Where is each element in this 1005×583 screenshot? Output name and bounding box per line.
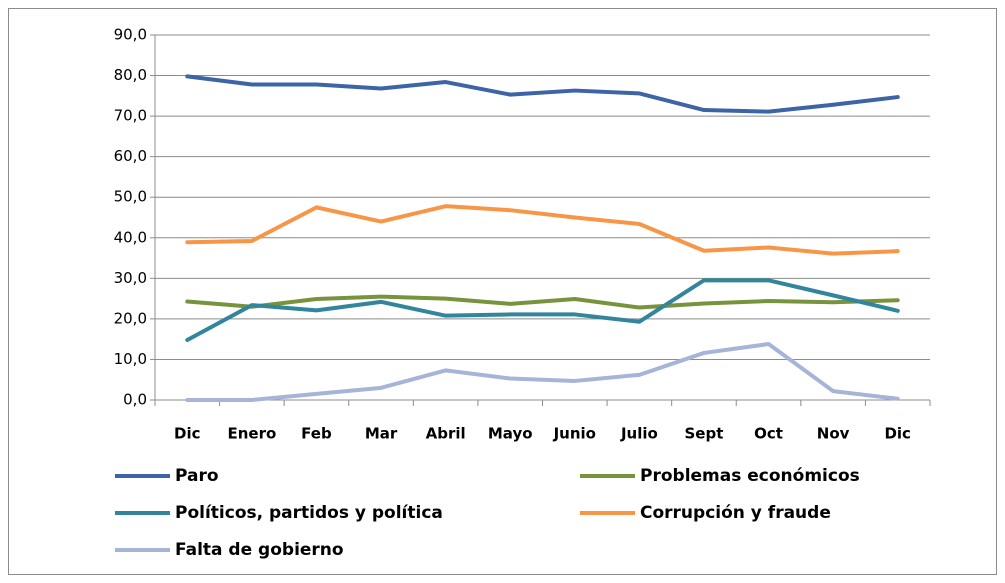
y-tick-label: 50,0 [114,188,147,206]
y-tick-label: 40,0 [114,228,147,246]
y-tick-label: 60,0 [114,147,147,165]
legend-label: Problemas económicos [640,466,860,486]
y-tick-label: 0,0 [123,391,147,409]
legend-label: Políticos, partidos y política [175,503,443,523]
x-tick-label: Mar [365,425,398,443]
line-series [185,278,900,342]
y-tick-label: 80,0 [114,66,147,84]
line-series [185,74,900,114]
x-tick-label: Enero [227,425,276,443]
x-tick-label: Julio [620,425,658,443]
legend-label: Falta de gobierno [175,540,344,560]
x-tick-label: Mayo [488,425,533,443]
chart-frame [8,8,997,575]
x-tick-label: Sept [685,425,724,443]
line-series [185,294,900,310]
x-tick-label: Oct [754,425,783,443]
x-tick-label: Feb [301,425,332,443]
x-tick-label: Abril [426,425,466,443]
x-tick-label: Nov [817,425,850,443]
y-tick-label: 90,0 [114,26,147,44]
y-tick-label: 10,0 [114,350,147,368]
line-series [185,204,900,256]
line-series [185,342,900,402]
y-tick-label: 20,0 [114,309,147,327]
x-tick-label: Dic [884,425,910,443]
legend-label: Corrupción y fraude [640,503,831,523]
legend-label: Paro [175,466,219,486]
x-tick-label: Dic [174,425,200,443]
x-tick-label: Junio [553,425,596,443]
y-tick-label: 70,0 [114,107,147,125]
y-tick-label: 30,0 [114,269,147,287]
